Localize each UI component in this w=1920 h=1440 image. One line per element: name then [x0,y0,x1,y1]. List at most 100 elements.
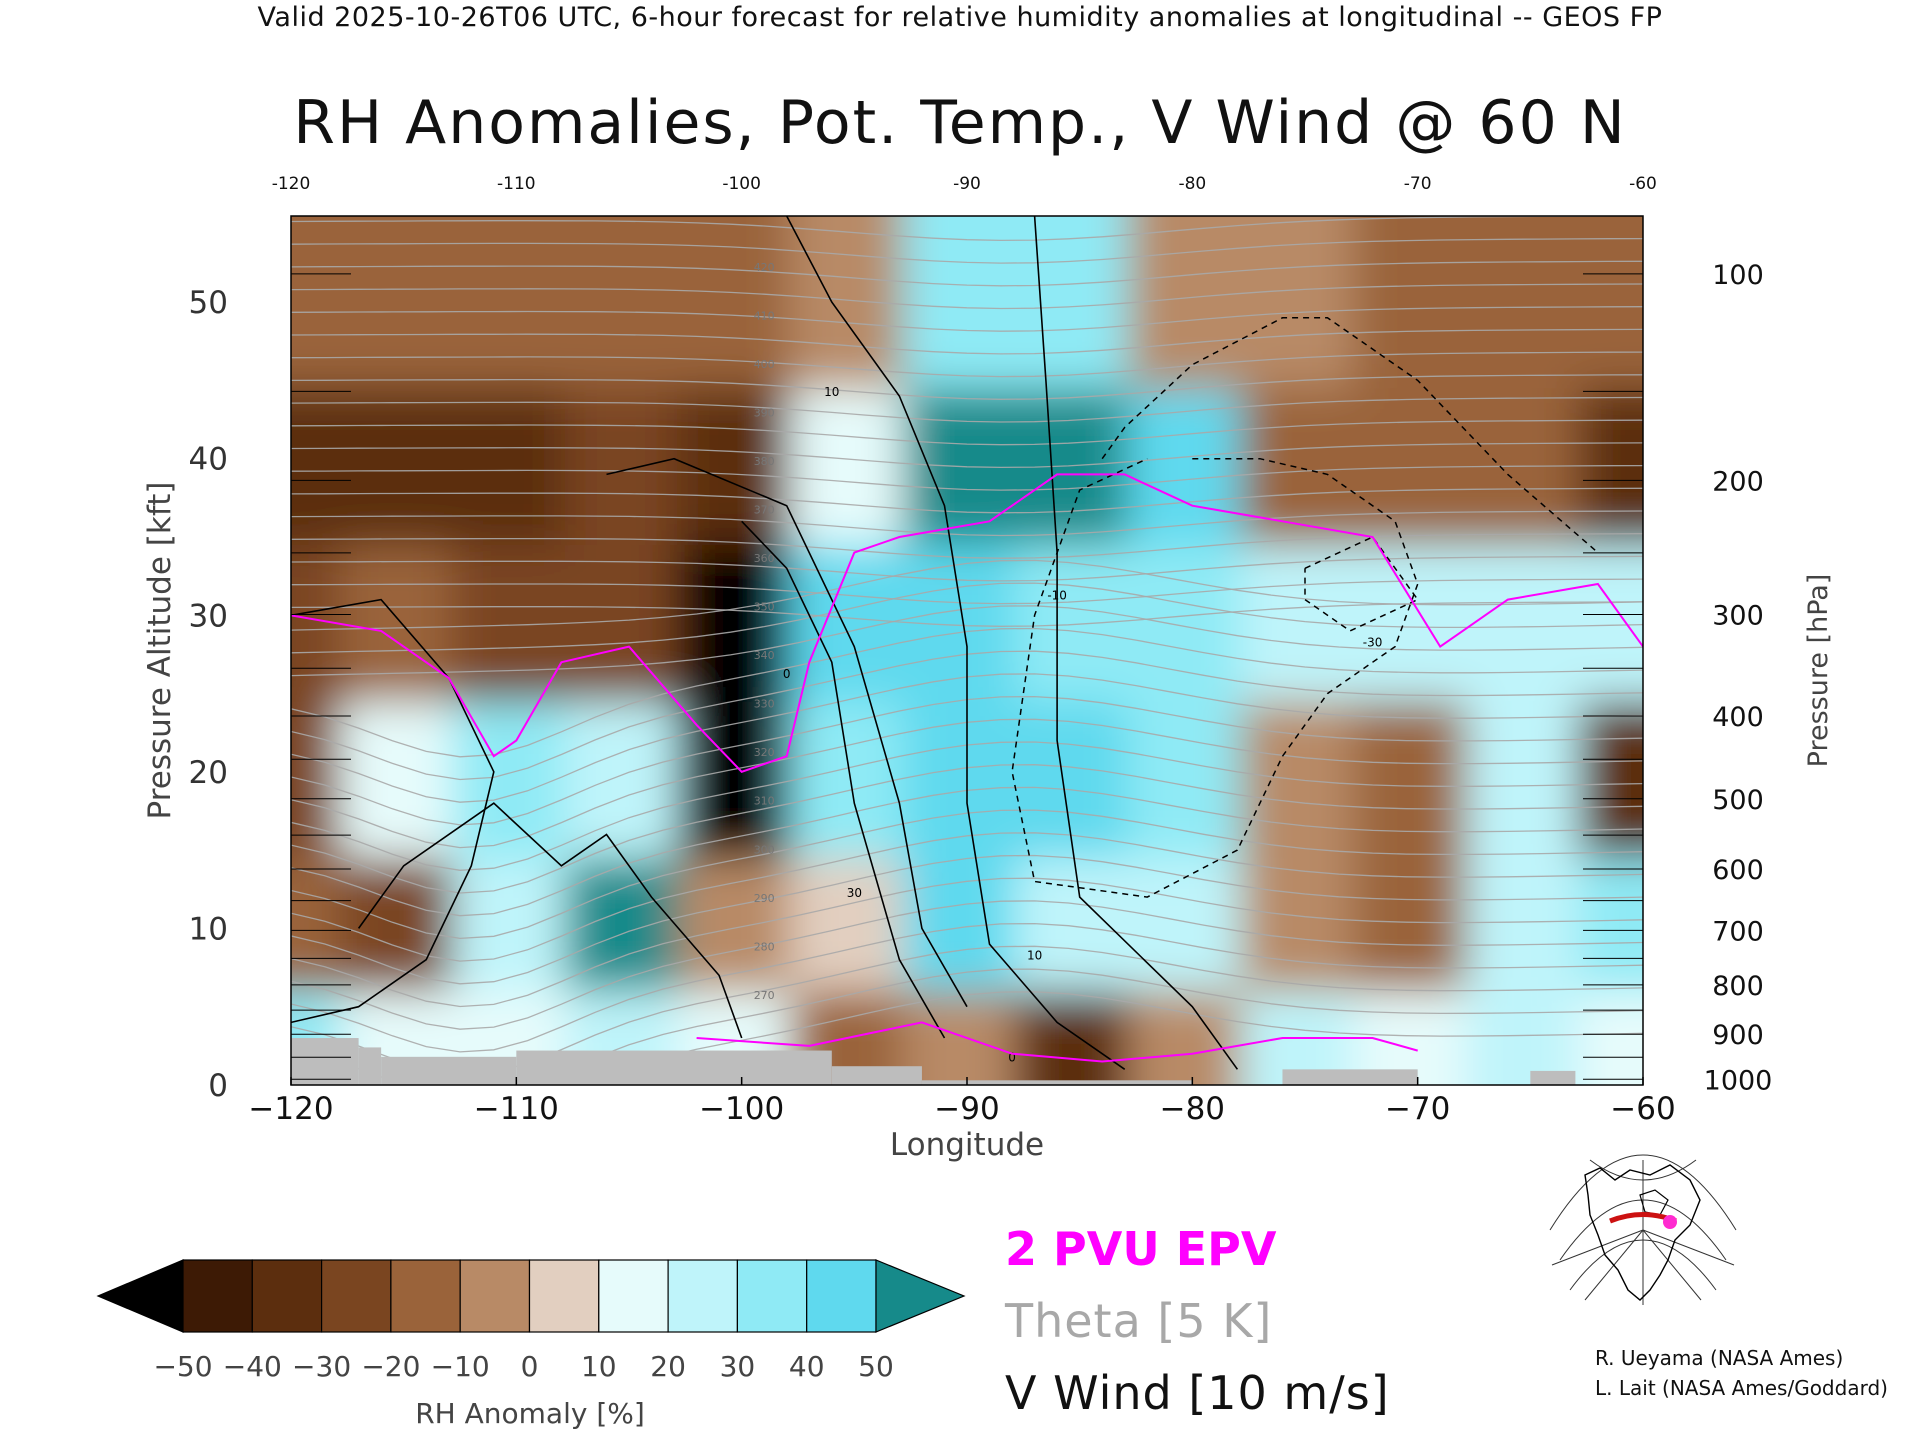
vwind-contour [1033,216,1239,1070]
terrain-block [921,1080,1193,1085]
rh-cell [1015,975,1144,1085]
epv-2pvu-contour-low [696,1021,1418,1063]
theta-isentrope [291,419,1643,446]
theta-label: 320 [754,746,775,759]
y-tick-label: 30 [189,598,228,634]
vwind-label: -30 [1363,636,1383,650]
rh-field-cells [291,216,1643,1085]
pressure-tick-label: 800 [1712,971,1764,1002]
rh-cell [677,216,806,389]
theta-label: 380 [754,455,775,468]
colorbar-segment [528,1259,600,1333]
colorbar-segment [182,1259,253,1333]
rh-cell [790,216,919,389]
theta-isentrope [291,487,1643,514]
theta-isentrope [291,605,1643,677]
y-axis-label-left: Pressure Altitude [kft] [142,482,178,820]
colorbar-tick-label: −30 [292,1350,351,1383]
theta-isentrope [291,216,1643,242]
colorbar: −50 −40 −30 −20 −10 0 10 20 30 40 50 [96,1259,966,1383]
vwind-contour-negative [1011,457,1419,898]
rh-cell [790,372,919,545]
x-tick-label: −60 [1610,1091,1675,1127]
rh-cell [677,528,806,702]
theta-label: 310 [754,795,775,808]
theta-isentrope [291,578,1643,605]
colorbar-segment [459,1259,531,1333]
x-top-tick-label: -110 [497,174,536,194]
colorbar-tick-label: −10 [431,1350,490,1383]
theta-isentrope [291,854,1643,985]
colorbar-tick-label: −50 [153,1350,212,1383]
location-map [1543,1154,1743,1305]
theta-isentrope [291,464,1643,491]
theta-isentrope [291,991,1643,1085]
colorbar-tick-label: 50 [858,1350,894,1383]
colorbar-segment [251,1259,323,1333]
rh-cell [452,842,581,992]
rh-cell [1240,216,1370,389]
theta-label: 410 [754,309,775,322]
vwind-contour [785,216,1126,1070]
colorbar-segment [736,1259,808,1333]
x-top-tick-label: -100 [722,174,761,194]
location-dot-marker [1663,1215,1677,1229]
theta-isentrope [291,922,1643,1053]
rh-cell [564,216,694,389]
y-tick-label: 0 [208,1068,228,1104]
rh-cell [1240,685,1370,859]
pressure-tick-label: 500 [1712,785,1764,816]
theta-label: 300 [754,843,775,856]
theta-label: 360 [754,552,775,565]
pressure-tick-label: 400 [1712,702,1764,733]
theta-label: 400 [754,358,775,371]
theta-isentrope [291,328,1643,355]
theta-isentrope [291,582,1643,654]
legend-theta-label: Theta [5 K] [1005,1294,1273,1348]
rh-cell [1466,842,1595,992]
rh-cell [339,685,468,859]
rh-cell [1128,216,1257,389]
rh-cell [1240,528,1370,702]
theta-isentrope [291,396,1643,423]
y-tick-label: 10 [189,911,228,947]
theta-label: 350 [754,601,775,614]
x-tick-label: −90 [934,1091,999,1127]
theta-isentrope [291,832,1643,962]
vwind-contour-negative [1101,317,1599,554]
rh-cell [1353,685,1482,859]
y-axis-label-right: Pressure [hPa] [1803,574,1834,768]
colorbar-segment [598,1259,669,1333]
theta-isentrope [291,877,1643,1008]
epv-2pvu-contour [291,473,1643,773]
theta-isentrope [291,283,1643,310]
theta-isentrope [291,533,1643,559]
x-top-tick-label: -80 [1178,174,1206,194]
theta-isentrope [291,627,1643,758]
rh-cell [1578,975,1643,1085]
pressure-tick-label: 300 [1712,600,1764,631]
vwind-contour [357,802,743,1039]
x-top-tick-label: -70 [1404,174,1432,194]
rh-cell [1353,842,1482,992]
theta-label: 330 [754,698,775,711]
rh-cell [902,372,1032,545]
colorbar-tick-label: 40 [789,1350,825,1383]
theta-isentrope [291,559,1643,631]
rh-cell [1466,975,1595,1085]
x-tick-label: −110 [474,1091,559,1127]
vwind-label: 10 [824,385,839,399]
rh-cell [1578,372,1643,545]
terrain-block [516,1050,832,1085]
colorbar-arrow-low [96,1259,184,1333]
vwind-label: -10 [1047,589,1067,603]
colorbar-label: RH Anomaly [%] [415,1397,645,1430]
terrain-block [358,1047,382,1085]
theta-label: 280 [754,940,775,953]
terrain-block [1530,1070,1576,1085]
colorbar-segment [321,1259,392,1333]
rh-cell [1128,842,1257,992]
vwind-contour [291,598,495,1024]
rh-cell [1578,528,1643,702]
